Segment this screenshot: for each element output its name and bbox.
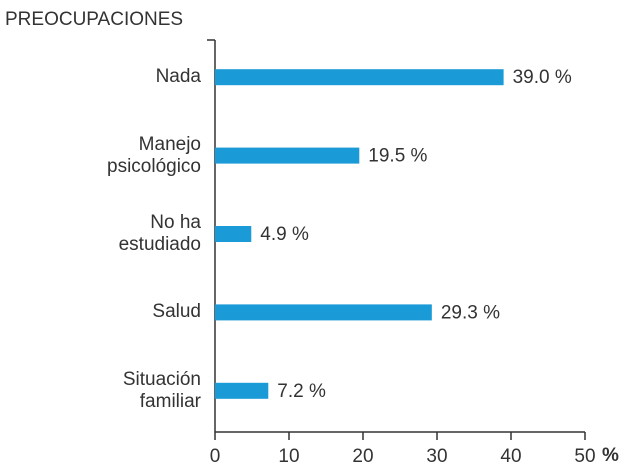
bar [215,69,504,86]
x-tick-label: 30 [426,446,447,467]
x-tick-label: 50 [574,446,595,467]
chart-title: PREOCUPACIONES [5,9,183,30]
bar [215,147,360,164]
x-axis-label: % [602,445,619,466]
x-tick-label: 10 [278,446,299,467]
data-label: 19.5 % [368,146,427,167]
bar [215,304,432,321]
x-tick-label: 0 [210,446,221,467]
y-tick-label: Nada [155,66,201,88]
data-label: 39.0 % [513,67,572,88]
y-tick-label: Situación familiar [122,368,201,412]
y-tick-label: Salud [152,301,201,323]
y-tick-label: No ha estudiado [118,212,201,255]
y-tick-label: Manejo psicológico [107,133,201,177]
x-tick-label: 40 [500,446,521,467]
x-tick-label: 20 [352,446,373,467]
data-label: 29.3 % [441,302,500,323]
data-label: 7.2 % [277,381,326,402]
data-label: 4.9 % [260,224,309,245]
bar [215,226,252,242]
bar [215,382,269,399]
